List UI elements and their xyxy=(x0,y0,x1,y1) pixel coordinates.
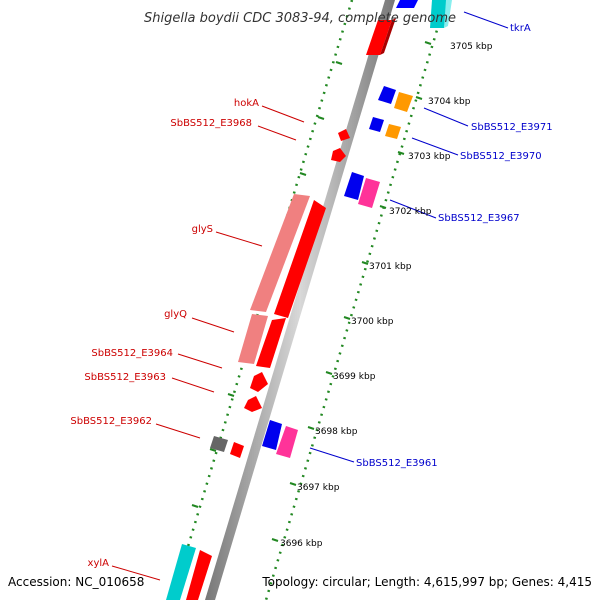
feature-top-cyan-light xyxy=(444,0,452,28)
accession-text: Accession: NC_010658 xyxy=(8,575,144,589)
left-gene-labels: hokA SbBS512_E3968 glyS glyQ SbBS512_E39… xyxy=(70,98,259,569)
gene-label-SbBS512_E3964: SbBS512_E3964 xyxy=(91,348,173,359)
feature-3970-orange xyxy=(385,124,401,139)
ruler-label: 3703 kbp xyxy=(408,152,451,162)
feature-3971-orange xyxy=(394,92,413,112)
feature-3971-blue xyxy=(378,86,396,104)
gene-label-glyQ: glyQ xyxy=(164,309,187,320)
feature-top-red xyxy=(366,20,392,55)
gene-label-SbBS512_E3967: SbBS512_E3967 xyxy=(438,213,520,224)
right-gene-labels: tkrA SbBS512_E3971 SbBS512_E3970 SbBS512… xyxy=(356,23,553,469)
feature-3967-pink xyxy=(358,178,380,208)
gene-label-SbBS512_E3963: SbBS512_E3963 xyxy=(84,372,166,383)
gene-label-SbBS512_E3968: SbBS512_E3968 xyxy=(170,118,252,129)
feature-hokA xyxy=(338,129,350,141)
topology-summary: Topology: circular; Length: 4,615,997 bp… xyxy=(261,575,592,589)
ruler-label: 3704 kbp xyxy=(428,97,471,107)
gene-label-SbBS512_E3970: SbBS512_E3970 xyxy=(460,151,542,162)
feature-3963 xyxy=(244,396,262,412)
right-callouts xyxy=(309,11,509,463)
right-tick-guide xyxy=(264,0,448,600)
feature-xylA-cyan xyxy=(166,544,196,600)
gene-label-glyS: glyS xyxy=(192,224,213,235)
ruler-label: 3696 kbp xyxy=(280,539,323,549)
feature-3970-blue xyxy=(369,117,384,132)
ruler-label: 3699 kbp xyxy=(333,372,376,382)
ruler-label: 3701 kbp xyxy=(369,262,412,272)
feature-3964 xyxy=(250,372,268,392)
ruler-label: 3697 kbp xyxy=(297,483,340,493)
feature-top-blue xyxy=(396,0,418,8)
gene-label-SbBS512_E3962: SbBS512_E3962 xyxy=(70,416,152,427)
feature-glyQ-red xyxy=(256,318,286,368)
gene-label-xylA: xylA xyxy=(88,558,110,569)
feature-xylA-red xyxy=(186,550,212,600)
genome-backbone xyxy=(205,0,395,600)
left-callouts xyxy=(111,105,305,581)
feature-top-red-shadow xyxy=(380,18,396,55)
ruler-labels: 3705 kbp 3704 kbp 3703 kbp 3702 kbp 3701… xyxy=(280,42,493,549)
feature-3967-blue xyxy=(344,172,364,200)
gene-label-SbBS512_E3971: SbBS512_E3971 xyxy=(471,122,553,133)
feature-glyQ-rna xyxy=(238,314,268,364)
feature-3968 xyxy=(331,148,346,162)
feature-3961-pink xyxy=(276,426,298,458)
gene-label-SbBS512_E3961: SbBS512_E3961 xyxy=(356,458,438,469)
ruler-label: 3698 kbp xyxy=(315,427,358,437)
feature-3961-blue xyxy=(262,420,282,450)
feature-3962-gray xyxy=(210,436,228,452)
ruler-label: 3705 kbp xyxy=(450,42,493,52)
gene-label-tkrA: tkrA xyxy=(510,23,531,34)
feature-3962-red xyxy=(230,442,244,458)
ruler-label: 3700 kbp xyxy=(351,317,394,327)
map-title: Shigella boydii CDC 3083-94, complete ge… xyxy=(144,11,456,26)
feature-glyS-rna xyxy=(250,194,310,312)
feature-glyS-red xyxy=(274,200,326,318)
feature-top-cyan xyxy=(430,0,448,28)
gene-label-hokA: hokA xyxy=(234,98,259,109)
ruler-label: 3702 kbp xyxy=(389,207,432,217)
